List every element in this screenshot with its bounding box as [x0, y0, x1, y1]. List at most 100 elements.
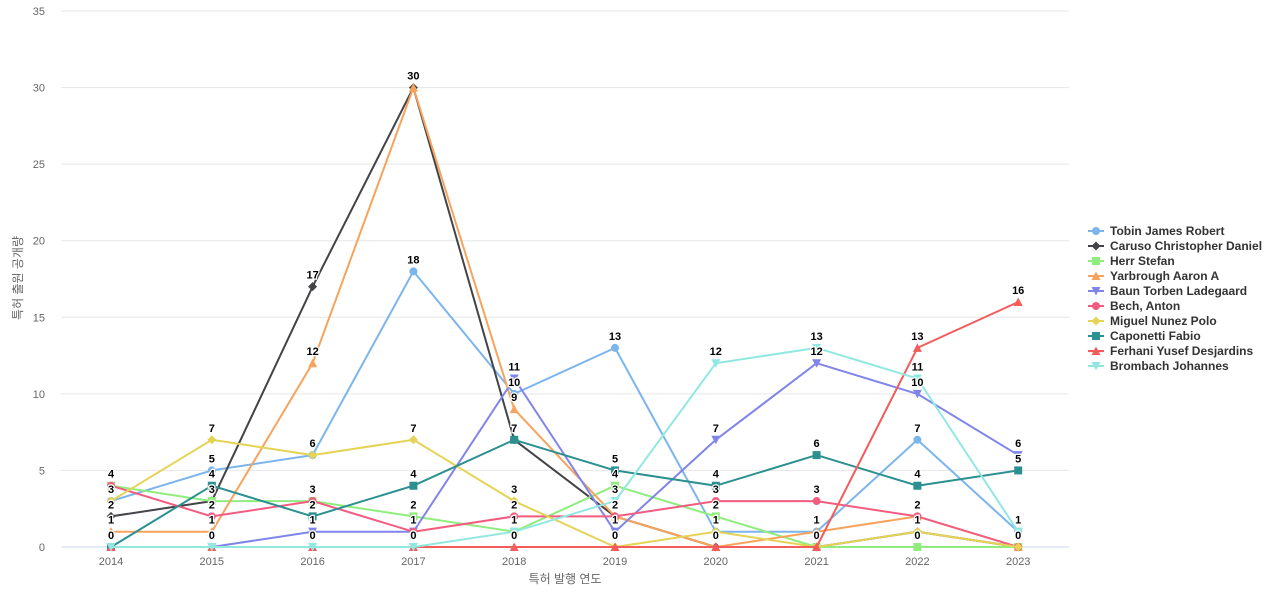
data-point-marker[interactable] [1013, 451, 1023, 460]
data-point-marker[interactable] [509, 374, 519, 384]
data-label: 5 [1015, 453, 1021, 465]
data-label: 2 [612, 499, 618, 511]
data-point-marker[interactable] [509, 527, 519, 537]
data-point-marker[interactable] [711, 512, 720, 521]
legend-item[interactable]: Caruso Christopher Daniel [1088, 238, 1278, 253]
data-point-marker[interactable] [408, 83, 418, 92]
data-point-marker[interactable] [409, 267, 418, 276]
data-label: 11 [508, 362, 520, 374]
data-point-marker[interactable] [308, 543, 318, 552]
data-label: 2 [310, 499, 316, 511]
legend-item[interactable]: Baun Torben Ladegaard [1088, 283, 1278, 298]
data-point-marker[interactable] [912, 374, 922, 384]
data-point-marker[interactable] [308, 497, 317, 506]
legend-label: Miguel Nunez Polo [1110, 313, 1217, 328]
data-point-marker[interactable] [913, 543, 922, 551]
data-point-marker[interactable] [207, 497, 216, 506]
data-point-marker[interactable] [510, 389, 519, 398]
data-point-marker[interactable] [1013, 527, 1023, 537]
data-point-marker[interactable] [913, 512, 922, 521]
x-tick-label: 2014 [99, 556, 123, 568]
data-point-marker[interactable] [510, 512, 519, 521]
data-point-marker[interactable] [711, 497, 720, 506]
data-point-marker[interactable] [408, 543, 418, 552]
legend-item[interactable]: Miguel Nunez Polo [1088, 313, 1278, 328]
legend-item[interactable]: Brombach Johannes [1088, 358, 1278, 373]
data-point-marker[interactable] [308, 512, 317, 521]
data-point-marker[interactable] [308, 527, 318, 537]
data-label: 3 [209, 484, 215, 496]
data-point-marker[interactable] [611, 343, 619, 352]
data-point-marker[interactable] [711, 435, 721, 445]
grid-lines [61, 10, 1069, 548]
legend-item[interactable]: Herr Stefan [1088, 253, 1278, 268]
data-point-marker[interactable] [912, 343, 922, 352]
legend-item[interactable]: Caponetti Fabio [1088, 328, 1278, 343]
data-point-marker[interactable] [812, 542, 822, 552]
legend-marker [1092, 226, 1100, 235]
data-point-marker[interactable] [106, 527, 116, 536]
data-point-marker[interactable] [408, 435, 418, 445]
data-point-marker[interactable] [509, 542, 519, 552]
data-point-marker[interactable] [610, 542, 620, 552]
data-point-marker[interactable] [912, 527, 922, 537]
data-point-marker[interactable] [711, 542, 721, 552]
data-label: 0 [410, 530, 416, 542]
data-point-marker[interactable] [308, 450, 318, 460]
data-point-marker[interactable] [207, 543, 217, 552]
data-point-marker[interactable] [207, 512, 216, 521]
data-point-marker[interactable] [611, 512, 619, 521]
data-point-marker[interactable] [207, 466, 216, 475]
data-point-marker[interactable] [611, 466, 619, 475]
data-point-marker[interactable] [812, 343, 822, 353]
legend-item[interactable]: Ferhani Yusef Desjardins [1088, 343, 1278, 358]
data-point-marker[interactable] [711, 359, 721, 368]
data-point-marker[interactable] [510, 435, 519, 444]
data-point-marker[interactable] [812, 451, 821, 460]
data-label: 3 [713, 484, 719, 496]
data-point-marker[interactable] [509, 496, 519, 506]
data-point-marker[interactable] [1013, 542, 1023, 552]
data-point-marker[interactable] [812, 527, 822, 536]
data-point-marker[interactable] [610, 497, 620, 506]
legend-item[interactable]: Bech, Anton [1088, 298, 1278, 313]
data-point-marker[interactable] [509, 404, 519, 414]
series-line [110, 438, 1019, 548]
data-label: 0 [108, 530, 114, 542]
data-point-marker[interactable] [1014, 466, 1023, 475]
data-label: 4 [108, 469, 115, 481]
data-point-marker[interactable] [409, 481, 418, 490]
series-caponetti-fabio [107, 435, 1023, 551]
data-point-marker[interactable] [711, 481, 720, 490]
data-point-marker[interactable] [409, 512, 418, 521]
data-label: 13 [810, 331, 822, 343]
data-point-marker[interactable] [610, 527, 620, 537]
data-point-marker[interactable] [409, 527, 418, 536]
data-point-marker[interactable] [611, 481, 619, 490]
data-point-marker[interactable] [106, 511, 116, 521]
data-point-marker[interactable] [913, 481, 922, 490]
data-point-marker[interactable] [106, 496, 116, 506]
data-point-marker[interactable] [812, 359, 822, 368]
data-point-marker[interactable] [106, 543, 116, 552]
data-point-marker[interactable] [207, 481, 216, 490]
data-point-marker[interactable] [107, 481, 115, 490]
data-label: 1 [511, 515, 517, 527]
legend-item[interactable]: Yarbrough Aaron A [1088, 268, 1278, 283]
data-point-marker[interactable] [913, 435, 922, 444]
data-point-marker[interactable] [207, 435, 217, 445]
data-point-marker[interactable] [207, 527, 217, 536]
data-point-marker[interactable] [711, 527, 721, 537]
legend-item[interactable]: Tobin James Robert [1088, 223, 1278, 238]
data-point-marker[interactable] [308, 282, 318, 292]
data-label: 10 [508, 377, 520, 389]
series-group [106, 83, 1023, 552]
legend-symbol [1088, 331, 1104, 340]
data-label: 0 [814, 530, 820, 542]
data-point-marker[interactable] [308, 358, 318, 368]
data-point-marker[interactable] [912, 389, 922, 399]
data-label: 0 [612, 530, 618, 542]
data-point-marker[interactable] [812, 497, 821, 506]
data-point-marker[interactable] [1013, 297, 1023, 306]
